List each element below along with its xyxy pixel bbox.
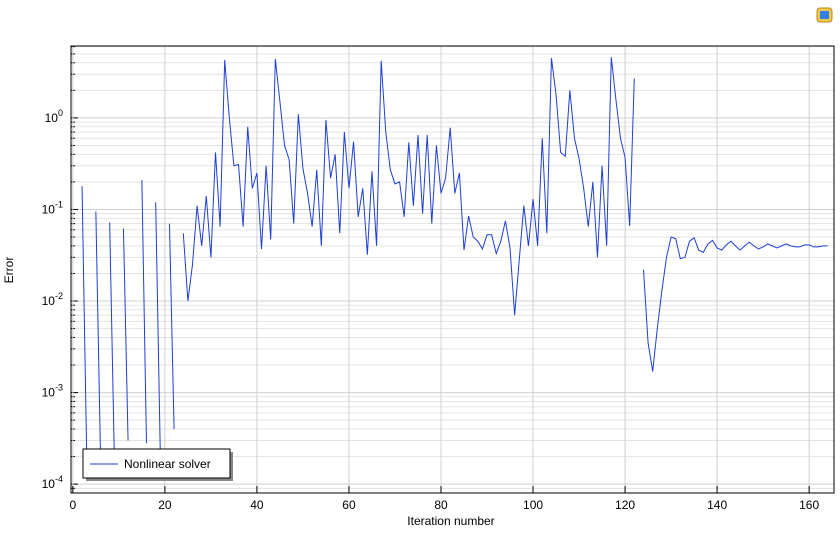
y-tick-base: 10 xyxy=(42,202,56,216)
y-tick-base: 10 xyxy=(45,111,59,125)
plot-frame xyxy=(70,45,835,494)
icon-screen xyxy=(820,11,829,19)
y-tick-label: 10-4 xyxy=(42,474,63,491)
series-line xyxy=(81,57,828,453)
x-tick-label: 100 xyxy=(523,498,543,512)
x-tick-label: 0 xyxy=(69,498,76,512)
y-tick-exponent: -4 xyxy=(55,474,63,484)
x-tick-label: 80 xyxy=(434,498,448,512)
x-axis-label: Iteration number xyxy=(407,514,494,528)
x-tick-label: 140 xyxy=(707,498,727,512)
y-tick-exponent: -1 xyxy=(55,199,63,209)
y-tick-exponent: -2 xyxy=(55,291,63,301)
y-tick-label: 100 xyxy=(45,108,63,125)
y-tick-label: 10-1 xyxy=(42,199,63,216)
y-tick-base: 10 xyxy=(42,294,56,308)
y-tick-base: 10 xyxy=(42,386,56,400)
y-tick-exponent: -3 xyxy=(55,383,63,393)
toolbar-icon[interactable] xyxy=(816,7,833,23)
x-tick-label: 20 xyxy=(158,498,172,512)
y-axis-label: Error xyxy=(2,257,16,284)
x-tick-label: 40 xyxy=(250,498,264,512)
y-tick-base: 10 xyxy=(42,477,56,491)
x-tick-label: 120 xyxy=(615,498,635,512)
x-tick-label: 160 xyxy=(799,498,819,512)
x-tick-label: 60 xyxy=(342,498,356,512)
y-tick-exponent: 0 xyxy=(58,108,63,118)
y-tick-label: 10-2 xyxy=(42,291,63,308)
legend: Nonlinear solver xyxy=(82,448,233,481)
legend-label: Nonlinear solver xyxy=(124,457,211,471)
y-tick-label: 10-3 xyxy=(42,383,63,400)
data-layer xyxy=(81,57,828,453)
